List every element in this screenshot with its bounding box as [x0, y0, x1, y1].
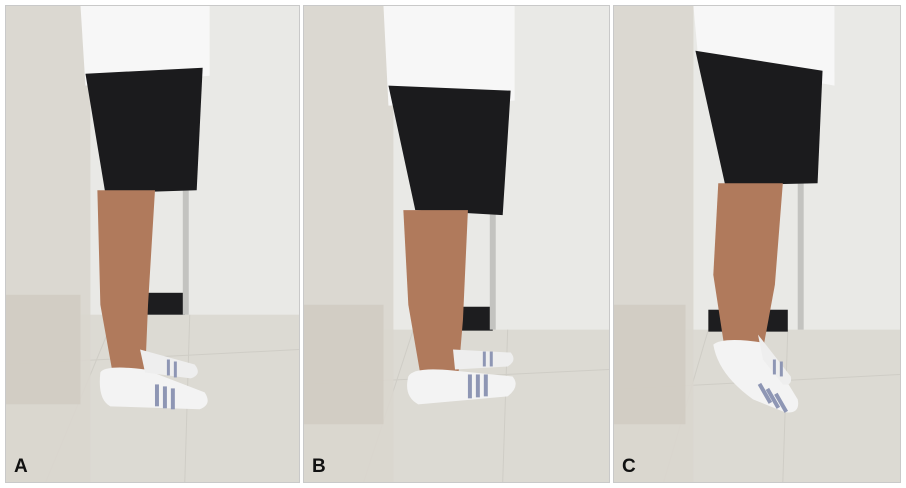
photo-panel-b: B	[303, 5, 610, 483]
photo-b-illustration	[304, 6, 609, 482]
panel-label-a: A	[14, 456, 28, 477]
photo-panel-a: A	[5, 5, 300, 483]
photo-a-illustration	[6, 6, 299, 482]
panel-label-c: C	[622, 456, 636, 477]
panel-label-b: B	[312, 456, 326, 477]
photo-c-illustration	[614, 6, 900, 482]
photo-panel-c: C	[613, 5, 901, 483]
